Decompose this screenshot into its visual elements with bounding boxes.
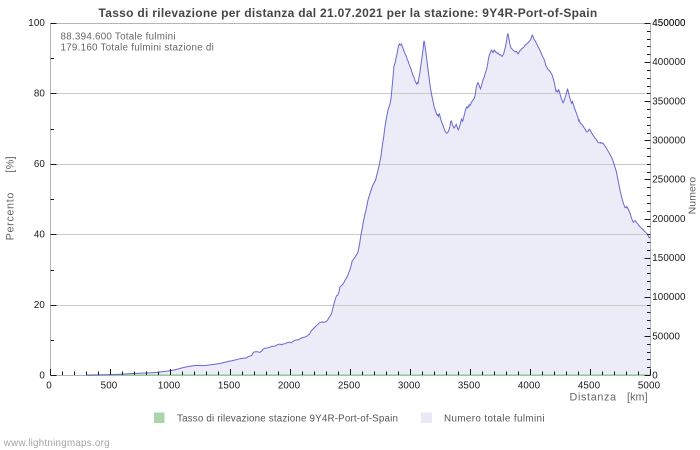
svg-text:Distanza: Distanza xyxy=(570,391,617,403)
svg-text:40: 40 xyxy=(34,230,46,241)
svg-text:450000: 450000 xyxy=(652,18,686,29)
svg-text:0: 0 xyxy=(652,371,658,382)
svg-text:50000: 50000 xyxy=(652,331,680,342)
svg-text:1500: 1500 xyxy=(218,380,241,391)
svg-text:250000: 250000 xyxy=(652,175,686,186)
svg-text:200000: 200000 xyxy=(652,214,686,225)
svg-text:Percento: Percento xyxy=(5,192,17,240)
svg-text:100000: 100000 xyxy=(652,292,686,303)
svg-text:0: 0 xyxy=(46,380,52,391)
svg-text:300000: 300000 xyxy=(652,136,686,147)
svg-text:Numero totale fulmini: Numero totale fulmini xyxy=(444,413,545,424)
svg-text:100: 100 xyxy=(28,18,45,29)
svg-text:Tasso di rilevazione per dista: Tasso di rilevazione per distanza dal 21… xyxy=(99,6,598,20)
svg-text:[%]: [%] xyxy=(5,156,17,173)
svg-text:2000: 2000 xyxy=(278,380,301,391)
svg-text:[km]: [km] xyxy=(627,391,648,403)
svg-text:3000: 3000 xyxy=(398,380,421,391)
svg-text:4500: 4500 xyxy=(578,380,601,391)
svg-text:60: 60 xyxy=(34,159,46,170)
svg-text:80: 80 xyxy=(34,89,46,100)
svg-text:350000: 350000 xyxy=(652,96,686,107)
svg-text:179.160 Totale fulmini stazion: 179.160 Totale fulmini stazione di xyxy=(61,43,215,54)
svg-text:400000: 400000 xyxy=(652,57,686,68)
svg-text:5000: 5000 xyxy=(638,380,661,391)
svg-text:Tasso di rilevazione stazione: Tasso di rilevazione stazione 9Y4R-Port-… xyxy=(177,413,398,424)
svg-text:2500: 2500 xyxy=(338,380,361,391)
svg-text:3500: 3500 xyxy=(458,380,481,391)
svg-text:450000: 450000 xyxy=(652,18,686,29)
svg-text:20: 20 xyxy=(34,300,46,311)
svg-text:www.lightningmaps.org: www.lightningmaps.org xyxy=(3,438,110,449)
svg-text:88.394.600 Totale fulmini: 88.394.600 Totale fulmini xyxy=(61,31,176,42)
svg-text:500: 500 xyxy=(101,380,118,391)
svg-text:1000: 1000 xyxy=(158,380,181,391)
svg-text:150000: 150000 xyxy=(652,253,686,264)
svg-text:Numero: Numero xyxy=(686,177,698,215)
svg-text:0: 0 xyxy=(39,371,45,382)
svg-text:4000: 4000 xyxy=(518,380,541,391)
